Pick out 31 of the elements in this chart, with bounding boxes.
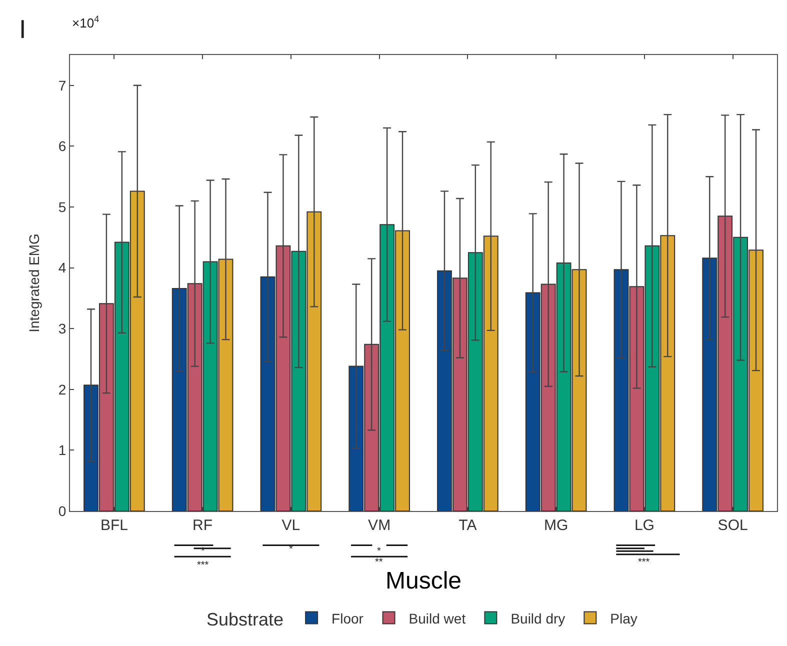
y-axis-title: Integrated EMG — [26, 234, 42, 332]
text: * — [289, 544, 293, 555]
x-tick-label: TA — [458, 517, 477, 534]
y-tick-label: 3 — [58, 320, 66, 336]
y-tick-label: 2 — [58, 381, 66, 398]
x-tick-label: SOL — [718, 517, 748, 534]
x-tick-label: VM — [368, 517, 391, 534]
text: * — [377, 546, 381, 557]
text: ×10$^{4}$ — [72, 14, 100, 30]
y-tick-label: 6 — [58, 138, 66, 154]
text: *** — [197, 560, 209, 571]
y-tick-label: 1 — [58, 442, 66, 458]
x-axis-title: Muscle — [385, 567, 462, 594]
x-tick-label: RF — [192, 517, 213, 534]
legend-label: Build dry — [510, 610, 566, 626]
x-tick-label: MG — [544, 517, 568, 534]
x-tick-label: BFL — [100, 517, 128, 534]
y-tick-label: 4 — [58, 260, 66, 276]
y-tick-label: 7 — [58, 77, 66, 94]
legend-label: Floor — [332, 610, 364, 626]
text: * — [201, 546, 205, 557]
legend-label: Build wet — [408, 610, 466, 626]
y-tick-label: 0 — [58, 502, 66, 519]
x-tick-label: LG — [634, 517, 654, 534]
text: I — [19, 14, 26, 44]
text: ** — [375, 557, 383, 568]
text: *** — [638, 557, 650, 568]
legend-title: Substrate — [206, 610, 284, 630]
y-tick-label: 5 — [58, 198, 66, 215]
x-tick-label: VL — [282, 517, 300, 534]
legend-label: Play — [610, 610, 638, 626]
